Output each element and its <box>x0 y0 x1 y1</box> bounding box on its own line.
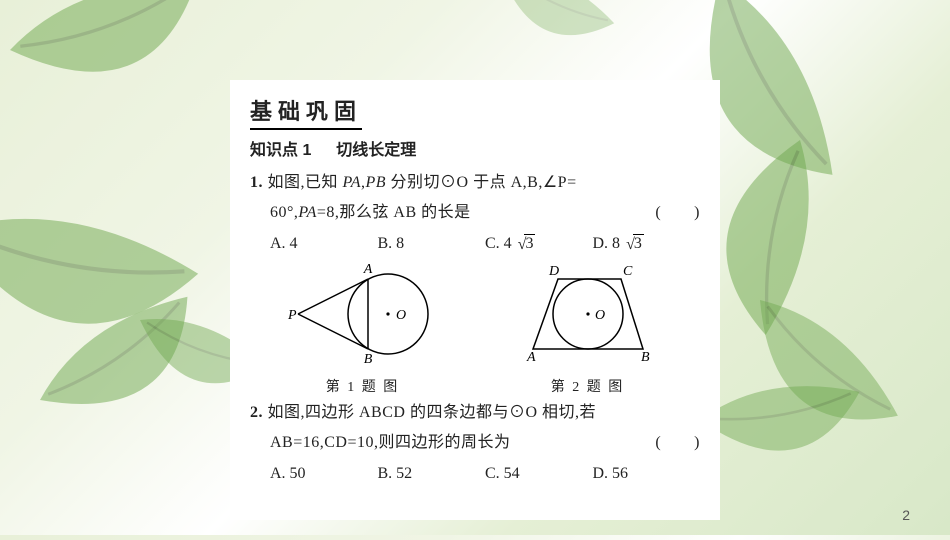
q1-pa2: PA <box>298 204 316 221</box>
knowledge-point: 知识点 1 切线长定理 <box>250 136 700 160</box>
svg-text:B: B <box>363 352 372 367</box>
q1-text2: 分别切⊙O 于点 A,B,∠P= <box>386 174 577 191</box>
q1-angle: 60°, <box>270 204 298 221</box>
svg-text:O: O <box>396 308 406 323</box>
q1-number: 1. <box>250 174 263 191</box>
q1-optD: D. 8 3 <box>593 235 701 253</box>
q1-optA: A. 4 <box>270 235 378 253</box>
svg-text:B: B <box>641 350 650 365</box>
q2-line1: 2. 如图,四边形 ABCD 的四条边都与⊙O 相切,若 <box>250 398 700 428</box>
q1-optC: C. 4 3 <box>485 235 593 253</box>
figures-row: A B P O 第 1 题 图 A B C D O 第 2 题 图 <box>250 259 700 396</box>
q2-optA: A. 50 <box>270 465 378 483</box>
svg-text:C: C <box>623 264 633 279</box>
q1-rest: =8,那么弦 AB 的长是 <box>317 204 471 221</box>
q1-line2: 60°,PA=8,那么弦 AB 的长是 ( ) <box>250 198 700 228</box>
q1-optB: B. 8 <box>378 235 486 253</box>
q1-text: 如图,已知 <box>268 174 343 191</box>
q2-number: 2. <box>250 404 263 421</box>
section-title: 基础巩固 <box>250 94 362 130</box>
q1-pb: PB <box>366 174 387 191</box>
q2-line2: AB=16,CD=10,则四边形的周长为 ( ) <box>250 428 700 458</box>
figure-1: A B P O 第 1 题 图 <box>278 259 448 396</box>
q1-optC-rad: 3 <box>524 234 535 252</box>
q2-text1: 如图,四边形 ABCD 的四条边都与⊙O 相切,若 <box>268 404 597 421</box>
q1-options: A. 4 B. 8 C. 4 3 D. 8 3 <box>270 235 700 253</box>
content-card: 基础巩固 知识点 1 切线长定理 1. 如图,已知 PA,PB 分别切⊙O 于点… <box>230 80 720 520</box>
svg-text:A: A <box>526 350 536 365</box>
q2-optC: C. 54 <box>485 465 593 483</box>
fig1-caption: 第 1 题 图 <box>278 376 448 396</box>
figure-2: A B C D O 第 2 题 图 <box>503 259 673 396</box>
svg-text:A: A <box>362 262 372 277</box>
q2-optB: B. 52 <box>378 465 486 483</box>
q1-optD-p: D. 8 <box>593 235 621 252</box>
q1-line1: 1. 如图,已知 PA,PB 分别切⊙O 于点 A,B,∠P= <box>250 168 700 198</box>
fig2-caption: 第 2 题 图 <box>503 376 673 396</box>
page-number: 2 <box>902 507 910 523</box>
svg-text:O: O <box>595 308 605 323</box>
q2-options: A. 50 B. 52 C. 54 D. 56 <box>270 465 700 483</box>
q1-optC-p: C. 4 <box>485 235 512 252</box>
q1-optD-rad: 3 <box>633 234 644 252</box>
q1-pa: PA <box>343 174 361 191</box>
svg-text:D: D <box>548 264 559 279</box>
q2-text2: AB=16,CD=10,则四边形的周长为 <box>270 434 511 451</box>
q2-optD: D. 56 <box>593 465 701 483</box>
q1-paren: ( ) <box>655 198 700 228</box>
kp-title: 切线长定理 <box>336 142 416 159</box>
kp-label: 知识点 1 <box>250 142 311 159</box>
svg-text:P: P <box>287 308 297 323</box>
q2-paren: ( ) <box>655 428 700 458</box>
